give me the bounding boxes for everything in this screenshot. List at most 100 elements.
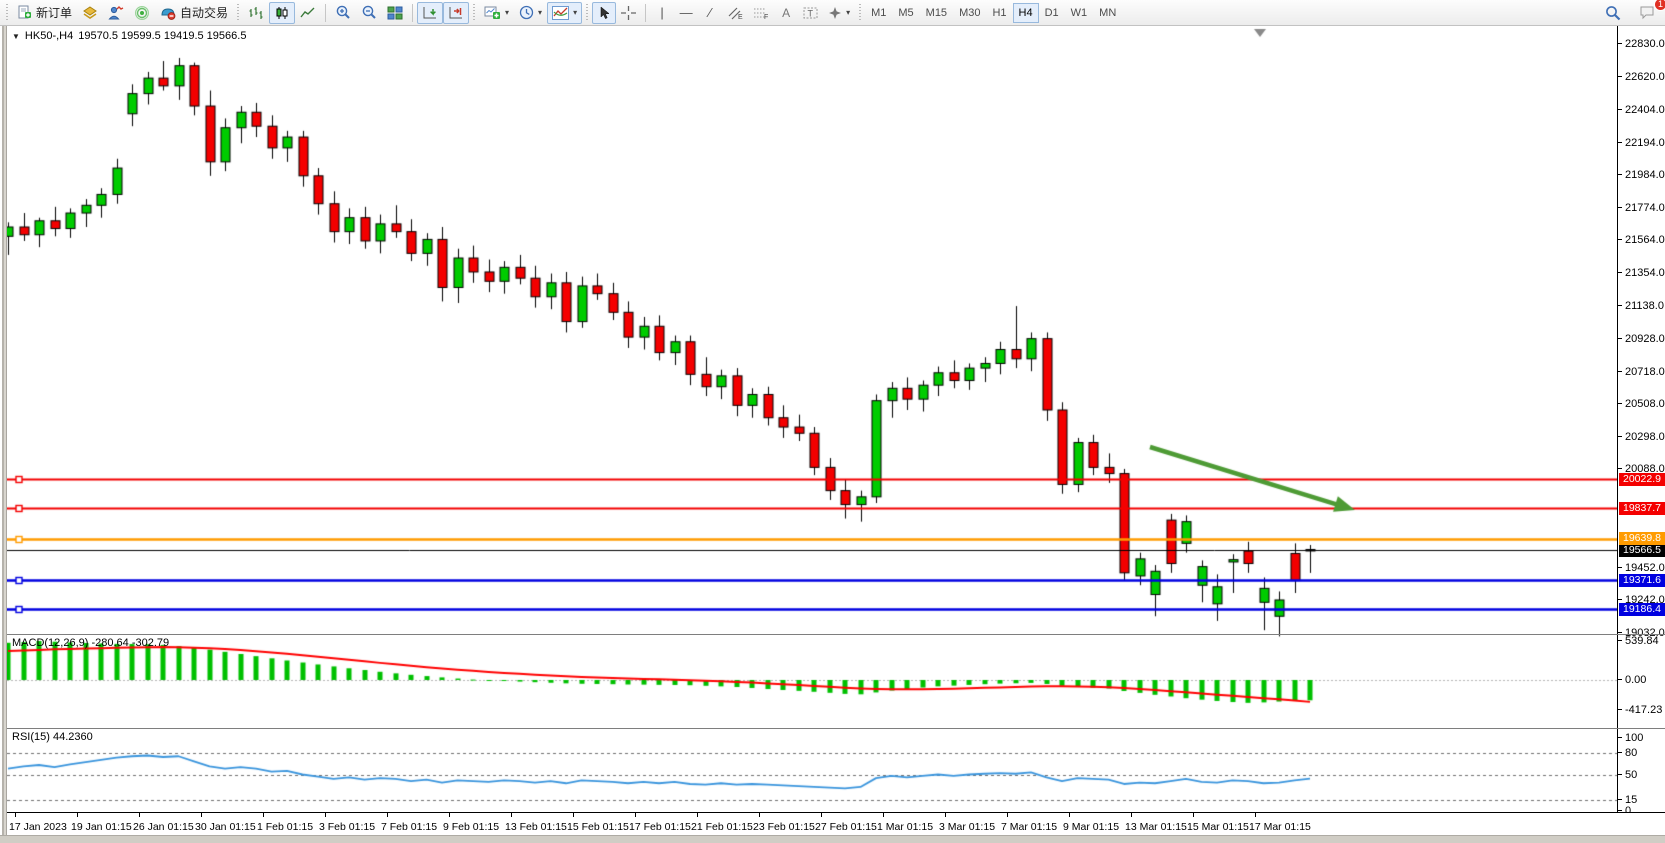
tile-windows-button[interactable] bbox=[382, 2, 408, 24]
new-order-button[interactable]: 新订单 bbox=[12, 2, 77, 24]
toolbar-drag-handle[interactable] bbox=[236, 3, 241, 22]
horizontal-line-icon: — bbox=[679, 5, 693, 20]
time-axis-tick bbox=[1255, 813, 1256, 817]
trendline-button[interactable]: ∕ bbox=[698, 2, 722, 24]
svg-text:F: F bbox=[764, 14, 768, 20]
hline-price-badge[interactable]: 19186.4 bbox=[1619, 602, 1665, 616]
macd-signal-value: -302.79 bbox=[131, 637, 170, 649]
time-axis-tick bbox=[511, 813, 512, 817]
new-chart-button[interactable]: ▾ bbox=[479, 2, 514, 24]
toolbar-drag-handle[interactable] bbox=[858, 3, 863, 22]
line-chart-icon bbox=[300, 7, 315, 17]
market-watch-button[interactable] bbox=[103, 2, 129, 24]
equidistant-channel-button[interactable]: E bbox=[722, 2, 748, 24]
chat-button[interactable]: 1 bbox=[1634, 0, 1665, 24]
auto-scroll-button[interactable] bbox=[417, 1, 444, 24]
timeframe-m5[interactable]: M5 bbox=[898, 6, 914, 19]
timeframe-m30[interactable]: M30 bbox=[959, 6, 981, 19]
macd-main-value: -280.64 bbox=[91, 637, 129, 649]
time-axis-tick bbox=[1131, 813, 1132, 817]
timeframe-d1[interactable]: D1 bbox=[1044, 6, 1059, 19]
time-axis-label: 15 Mar 01:15 bbox=[1187, 821, 1249, 833]
time-axis-tick bbox=[263, 813, 264, 817]
macd-indicator-label: MACD(12,26,9) -280.64 -302.79 bbox=[12, 637, 169, 649]
dropdown-arrow-icon: ▾ bbox=[538, 7, 543, 17]
timeframe-mn[interactable]: MN bbox=[1099, 6, 1117, 19]
period-button[interactable]: ▾ bbox=[514, 2, 547, 24]
search-button[interactable] bbox=[1600, 2, 1626, 24]
text-label-button[interactable]: T bbox=[798, 2, 823, 24]
price-axis-label: 19452.0 bbox=[1618, 562, 1665, 574]
price-axis-label: 20718.0 bbox=[1618, 366, 1665, 378]
time-axis-label: 27 Feb 01:15 bbox=[815, 821, 877, 833]
chat-icon bbox=[1640, 6, 1654, 20]
zoom-out-button[interactable] bbox=[356, 2, 382, 24]
text-icon: A bbox=[782, 5, 791, 20]
auto-trading-icon bbox=[161, 7, 176, 20]
time-axis-label: 13 Mar 01:15 bbox=[1125, 821, 1187, 833]
dropdown-arrow-icon: ▾ bbox=[573, 7, 578, 17]
bar-chart-button[interactable] bbox=[243, 2, 269, 24]
timeframe-h4[interactable]: H4 bbox=[1012, 2, 1039, 23]
candlestick-chart-icon bbox=[276, 6, 288, 19]
crosshair-button[interactable] bbox=[616, 2, 641, 24]
chart-header: ▼ HK50-,H4 19570.5 19599.5 19419.5 19566… bbox=[12, 30, 246, 42]
hline-price-badge[interactable]: 19639.8 bbox=[1619, 532, 1665, 546]
signals-button[interactable] bbox=[129, 2, 155, 24]
main-toolbar: 新订单 bbox=[0, 0, 1665, 26]
ohlc-values: 19570.5 19599.5 19419.5 19566.5 bbox=[78, 30, 247, 42]
auto-trading-label: 自动交易 bbox=[180, 6, 229, 20]
candlestick-chart-button[interactable] bbox=[269, 1, 296, 24]
auto-trading-button[interactable]: 自动交易 bbox=[155, 2, 233, 24]
indicators-icon bbox=[552, 5, 570, 20]
time-axis-tick bbox=[201, 813, 202, 817]
arrows-button[interactable]: ▾ bbox=[823, 2, 855, 24]
price-axis-label: 19032.0 bbox=[1618, 627, 1665, 639]
toolbar-drag-handle[interactable] bbox=[585, 3, 590, 22]
timeframe-w1[interactable]: W1 bbox=[1070, 6, 1088, 19]
toolbar-drag-handle[interactable] bbox=[5, 3, 9, 22]
time-axis-label: 1 Mar 01:15 bbox=[877, 821, 934, 833]
hline-price-badge[interactable]: 19371.6 bbox=[1619, 573, 1665, 587]
time-scale[interactable]: 17 Jan 2023 19 Jan 01:15 26 Jan 01:15 30 Ja… bbox=[7, 812, 1665, 835]
indicator-scale-label: 539.84 bbox=[1618, 635, 1665, 647]
pane-separator[interactable] bbox=[7, 728, 1665, 729]
auto-scroll-icon bbox=[423, 6, 437, 18]
chart-plot-canvas[interactable] bbox=[7, 26, 1617, 812]
indicator-scale-label: 50 bbox=[1618, 769, 1665, 781]
indicators-button[interactable]: ▾ bbox=[547, 1, 583, 24]
timeframe-m1[interactable]: M1 bbox=[871, 6, 887, 19]
window-splitter[interactable] bbox=[0, 26, 7, 835]
zoom-out-icon bbox=[362, 5, 376, 19]
macd-title: MACD(12,26,9) bbox=[12, 637, 89, 649]
dropdown-arrow-icon: ▾ bbox=[505, 7, 510, 17]
cursor-icon bbox=[600, 5, 610, 19]
line-chart-button[interactable] bbox=[295, 2, 321, 24]
one-click-trading-toggle-icon[interactable]: ▼ bbox=[12, 31, 20, 41]
price-axis-label: 22830.0 bbox=[1618, 38, 1665, 50]
new-order-label: 新订单 bbox=[36, 6, 73, 20]
horizontal-line-button[interactable]: — bbox=[674, 2, 698, 24]
chart-shift-button[interactable] bbox=[443, 1, 470, 24]
price-axis-label: 21354.0 bbox=[1618, 267, 1665, 279]
vertical-line-button[interactable]: | bbox=[650, 2, 674, 24]
chart-profile-button[interactable] bbox=[77, 2, 103, 24]
price-axis-label: 20928.0 bbox=[1618, 333, 1665, 345]
time-axis-tick bbox=[325, 813, 326, 817]
time-axis-label: 3 Mar 01:15 bbox=[939, 821, 996, 833]
hline-price-badge[interactable]: 19837.7 bbox=[1619, 501, 1665, 515]
time-axis-label: 13 Feb 01:15 bbox=[505, 821, 567, 833]
time-axis-tick bbox=[1193, 813, 1194, 817]
toolbar-drag-handle[interactable] bbox=[472, 3, 477, 22]
zoom-in-icon bbox=[336, 5, 350, 19]
price-scale[interactable]: 22830.0 22620.0 22404.0 22194.0 21984.0 21774… bbox=[1617, 26, 1665, 817]
timeframe-m15[interactable]: M15 bbox=[925, 6, 948, 19]
cursor-button[interactable] bbox=[592, 1, 617, 24]
zoom-in-button[interactable] bbox=[330, 2, 356, 24]
timeframe-h1[interactable]: H1 bbox=[992, 6, 1007, 19]
hline-price-badge[interactable]: 20022.9 bbox=[1619, 472, 1665, 486]
text-button[interactable]: A bbox=[774, 2, 798, 24]
fibonacci-button[interactable]: F bbox=[748, 2, 774, 24]
tile-windows-icon bbox=[387, 6, 403, 19]
pane-separator[interactable] bbox=[7, 634, 1665, 635]
